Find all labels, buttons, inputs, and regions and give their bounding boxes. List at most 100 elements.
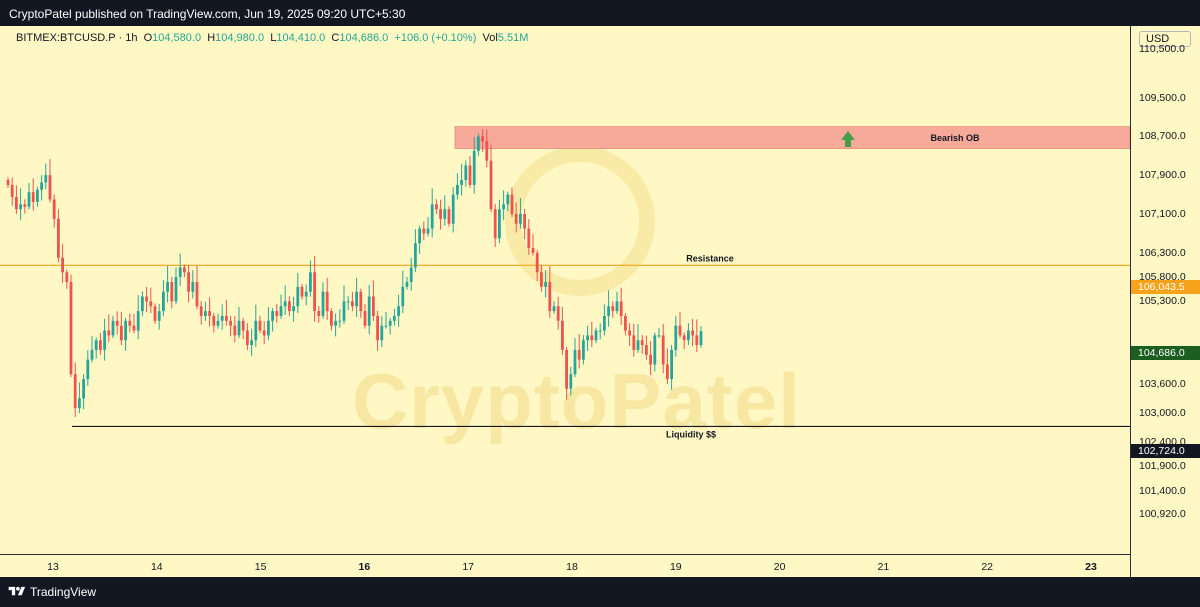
candle-body	[48, 175, 52, 200]
candle-body	[115, 320, 119, 326]
candle-body	[397, 306, 400, 316]
candle-body	[477, 136, 480, 151]
candle-body	[178, 267, 182, 278]
high-value: 104,980.0	[215, 32, 265, 44]
candle-body	[309, 272, 312, 292]
time-tick-label: 19	[669, 561, 682, 573]
candle-body	[338, 320, 342, 322]
candle-body	[187, 272, 190, 292]
candle-body	[52, 199, 56, 219]
candle-body	[380, 325, 384, 341]
candle-body	[27, 192, 31, 207]
candle-body	[460, 180, 463, 185]
price-tick-label: 101,900.0	[1139, 460, 1186, 473]
candle-body	[300, 286, 304, 297]
candle-body	[405, 281, 409, 287]
time-tick-label: 17	[462, 561, 475, 573]
candle-body	[657, 335, 661, 337]
target-arrow-icon	[841, 131, 855, 147]
candle-body	[279, 306, 283, 316]
candle-body	[208, 311, 211, 316]
candle-body	[355, 291, 358, 307]
symbol-label[interactable]: BITMEX:BTCUSD.P · 1h	[16, 32, 138, 44]
candle-body	[23, 204, 27, 207]
candle-body	[19, 204, 22, 210]
candle-body	[262, 330, 266, 336]
candle-body	[636, 340, 640, 350]
candle-body	[678, 325, 682, 336]
candle-body	[225, 315, 228, 321]
candle-body	[195, 281, 199, 307]
candle-body	[607, 306, 610, 316]
candle-body	[69, 281, 73, 375]
candle-body	[603, 315, 606, 331]
candle-body	[6, 180, 10, 185]
candle-body	[510, 194, 514, 215]
candle-body	[615, 301, 619, 312]
candle-body	[321, 291, 325, 316]
candle-body	[229, 320, 232, 326]
candle-body	[149, 301, 153, 307]
candle-body	[241, 320, 245, 331]
candle-body	[569, 374, 573, 389]
time-tick-label: 23	[1085, 561, 1097, 573]
candle-body	[443, 209, 447, 219]
candle-body	[250, 340, 253, 346]
candle-body	[128, 320, 132, 326]
candle-body	[468, 165, 472, 185]
candle-body	[565, 349, 568, 389]
candlestick-chart[interactable]: Bearish OB Resistance Liquidity $$	[0, 26, 1130, 554]
chart-pane[interactable]: CryptoPatel Bearish OB Resistance Liquidit…	[0, 26, 1130, 554]
candle-body	[367, 296, 371, 326]
candle-body	[687, 330, 690, 341]
candle-body	[363, 311, 367, 326]
candle-body	[372, 296, 375, 316]
candle-body	[220, 315, 224, 321]
candle-body	[561, 320, 564, 350]
candle-body	[199, 306, 203, 316]
candle-body	[271, 311, 274, 321]
candle-body	[162, 291, 165, 312]
candle-body	[246, 330, 249, 346]
bearish-ob-label: Bearish OB	[930, 133, 980, 143]
liquidity-label: Liquidity $$	[666, 429, 716, 439]
candle-body	[111, 320, 115, 336]
candle-body	[489, 160, 493, 210]
currency-button[interactable]: USD	[1139, 31, 1191, 47]
candle-body	[632, 335, 636, 350]
candle-body	[258, 320, 262, 331]
candle-body	[426, 228, 430, 234]
candle-body	[61, 257, 64, 273]
candle-body	[485, 141, 489, 161]
candle-body	[393, 315, 396, 321]
candle-body	[691, 330, 694, 336]
time-tick-label: 20	[773, 561, 786, 573]
candle-body	[456, 184, 459, 195]
candle-body	[36, 189, 39, 202]
candle-body	[204, 311, 207, 316]
price-tick-label: 110,500.0	[1139, 43, 1185, 55]
open-label: O	[143, 32, 153, 44]
candle-body	[330, 311, 333, 326]
candle-body	[409, 267, 413, 282]
tradingview-logo-icon	[8, 586, 26, 596]
candle-body	[170, 281, 174, 302]
price-axis[interactable]: USD 110,500.0 109,500.0 108,700.0 107,900.0…	[1130, 26, 1200, 577]
candle-body	[493, 209, 497, 239]
candle-body	[506, 194, 510, 205]
candle-body	[540, 272, 543, 287]
candle-body	[283, 301, 287, 307]
candle-body	[464, 165, 468, 181]
candle-body	[216, 320, 220, 326]
candle-body	[183, 267, 186, 273]
price-tick-label: 105,300.0	[1139, 295, 1186, 308]
candle-body	[141, 296, 144, 312]
candle-body	[31, 192, 35, 202]
candle-body	[628, 330, 631, 336]
ohlc-legend: BITMEX:BTCUSD.P · 1h O104,580.0 H104,980…	[16, 32, 528, 44]
time-axis[interactable]: 13 14 15 16 17 18 19 20 21 22 23	[0, 554, 1130, 577]
candle-body	[174, 277, 178, 302]
candle-body	[94, 340, 98, 350]
candle-body	[157, 311, 161, 321]
close-label: C	[331, 32, 340, 44]
